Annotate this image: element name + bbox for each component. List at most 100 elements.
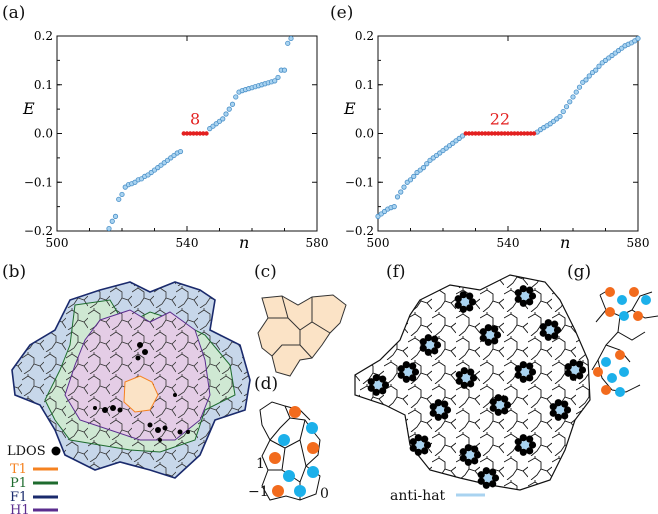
ldos-dot bbox=[466, 304, 474, 312]
panel-g-diagram bbox=[591, 287, 658, 397]
data-point bbox=[570, 94, 576, 100]
ldos-dot bbox=[514, 289, 522, 297]
ldos-center-dot bbox=[520, 440, 530, 450]
data-point bbox=[233, 94, 239, 100]
ldos-dot bbox=[528, 368, 537, 376]
legend-p1-label: P1 bbox=[10, 476, 27, 491]
zero-mode-point bbox=[489, 131, 494, 136]
ldos-center-dot bbox=[483, 473, 493, 483]
ldos-dot bbox=[443, 406, 452, 414]
ldos-dot bbox=[519, 299, 527, 307]
ldos-dot bbox=[477, 477, 485, 485]
zero-mode-point bbox=[528, 131, 533, 136]
ldos-dot bbox=[429, 409, 437, 417]
data-point bbox=[285, 40, 291, 46]
ldos-center-dot bbox=[485, 330, 495, 340]
ldos-center-dot bbox=[403, 367, 413, 377]
zero-mode-point bbox=[197, 131, 203, 136]
ldos-dot bbox=[414, 434, 422, 442]
ldos-dot bbox=[468, 298, 477, 306]
ldos-center-dot bbox=[373, 380, 383, 390]
ldos-dot bbox=[434, 399, 442, 407]
ldos-dot bbox=[467, 380, 475, 388]
ldos-dot bbox=[501, 407, 509, 415]
ldos-dot bbox=[434, 413, 442, 421]
site-dots-d bbox=[269, 406, 319, 497]
ldos-center-dot bbox=[555, 405, 565, 415]
ldos-dot bbox=[466, 292, 474, 300]
ldos-dot bbox=[433, 341, 442, 349]
y-tick-label: 0.2 bbox=[355, 29, 374, 43]
data-point bbox=[573, 89, 579, 95]
ldos-cluster bbox=[514, 285, 537, 307]
ldos-dot bbox=[471, 457, 479, 465]
zero-mode-point bbox=[473, 131, 478, 136]
x-axis-label: n bbox=[239, 233, 249, 252]
ldos-dot bbox=[526, 298, 534, 306]
ldos-dot bbox=[514, 295, 522, 303]
ldos-center-dot bbox=[415, 440, 425, 450]
ldos-dot bbox=[544, 333, 552, 341]
ldos-dot bbox=[519, 434, 527, 442]
ldos-dot bbox=[489, 468, 497, 476]
x-tick-label: 540 bbox=[497, 236, 520, 250]
ldos-dot bbox=[494, 394, 502, 402]
ldos-dot bbox=[419, 344, 427, 352]
data-point bbox=[275, 74, 281, 81]
ldos-dot bbox=[549, 403, 557, 411]
ldos-dot bbox=[489, 398, 497, 406]
zero-mode-point bbox=[204, 131, 209, 136]
ldos-dot bbox=[578, 366, 587, 374]
zero-mode-point bbox=[525, 131, 530, 136]
data-point bbox=[112, 213, 119, 219]
ldos-dot bbox=[419, 338, 427, 346]
ldos-dot bbox=[528, 292, 537, 300]
data-point bbox=[119, 191, 125, 198]
data-point bbox=[391, 204, 397, 210]
ldos-dot bbox=[379, 375, 387, 383]
ldos-dot bbox=[514, 444, 522, 452]
ldos-dot bbox=[503, 401, 512, 409]
ldos-dot bbox=[464, 458, 472, 466]
ldos-dot bbox=[379, 387, 387, 395]
zero-mode-point bbox=[509, 131, 514, 136]
ldos-dot bbox=[477, 471, 485, 479]
ldos-dot bbox=[423, 441, 432, 449]
data-point bbox=[109, 218, 115, 224]
zero-mode-point bbox=[194, 131, 199, 136]
ldos-center-dot bbox=[460, 297, 470, 307]
ldos-dot bbox=[455, 377, 463, 385]
ldos-dot bbox=[459, 305, 467, 313]
panel-d-diagram: 1 −1 0 bbox=[248, 401, 329, 502]
zero-mode-point bbox=[191, 131, 196, 136]
ldos-dot bbox=[441, 400, 449, 408]
ldos-dot bbox=[526, 374, 534, 382]
panel-label-a: (a) bbox=[2, 3, 25, 23]
ldos-dot bbox=[424, 334, 432, 342]
ldos-dot bbox=[454, 295, 462, 303]
zero-mode-point bbox=[479, 131, 485, 136]
ldos-clusters-f bbox=[367, 285, 587, 489]
panel-d-label-0: 0 bbox=[320, 486, 329, 502]
ldos-center-dot bbox=[570, 365, 580, 375]
zero-mode-point bbox=[496, 131, 501, 136]
ldos-dot bbox=[424, 348, 432, 356]
zero-mode-point bbox=[502, 131, 507, 136]
zero-mode-point bbox=[499, 131, 504, 136]
ldos-dot bbox=[549, 409, 557, 417]
ldos-dot bbox=[526, 435, 534, 443]
y-tick-label: −0.2 bbox=[345, 224, 374, 238]
data-point bbox=[394, 194, 401, 200]
zero-mode-point bbox=[201, 131, 206, 136]
ldos-dot bbox=[482, 467, 490, 475]
panel-label-c: (c) bbox=[254, 262, 277, 282]
panel-d-label-1: 1 bbox=[256, 456, 265, 472]
data-point bbox=[557, 113, 563, 120]
ldos-dot bbox=[494, 408, 502, 416]
zero-mode-point bbox=[518, 131, 524, 136]
ldos-dot bbox=[554, 399, 562, 407]
ldos-dot bbox=[553, 326, 562, 334]
data-point bbox=[596, 63, 602, 69]
legend-h1-label: H1 bbox=[10, 503, 30, 514]
ldos-dot bbox=[454, 301, 462, 309]
